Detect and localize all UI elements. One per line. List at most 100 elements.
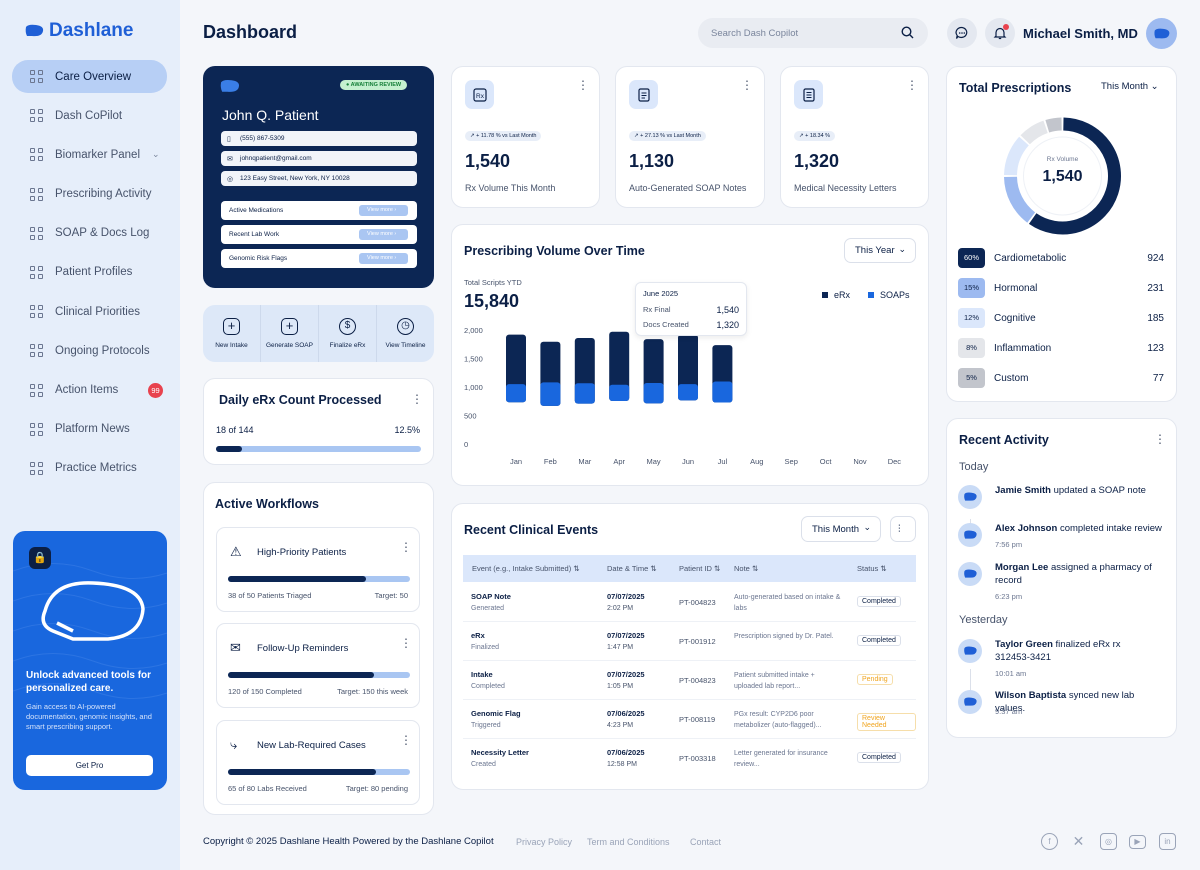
- more-icon[interactable]: ⋮: [906, 78, 918, 92]
- linkedin-icon[interactable]: in: [1159, 833, 1176, 850]
- page-title: Dashboard: [203, 22, 298, 42]
- search-icon[interactable]: [901, 26, 914, 39]
- search-input[interactable]: Search Dash Copilot: [698, 18, 928, 48]
- donut-slice[interactable]: [1004, 136, 1029, 176]
- workflow-count: 38 of 50: [228, 591, 256, 600]
- col-note[interactable]: Note ⇅: [734, 564, 758, 573]
- nav-item-dash-copilot[interactable]: Dash CoPilot: [12, 99, 167, 132]
- finalize-erx-button[interactable]: $ Finalize eRx: [319, 305, 377, 362]
- event-note: Patient submitted intake + uploaded lab …: [734, 672, 815, 690]
- range-label: This Month: [1101, 81, 1148, 92]
- bar-erx[interactable]: [609, 331, 630, 402]
- bar-soaps[interactable]: [506, 384, 526, 403]
- nav-item-prescribing-activity[interactable]: Prescribing Activity: [12, 178, 167, 211]
- messages-button[interactable]: [947, 18, 977, 48]
- contact-link[interactable]: Contact: [690, 837, 722, 847]
- card-title: Prescribing Volume Over Time: [464, 244, 645, 258]
- donut-slice[interactable]: [1020, 120, 1048, 145]
- filter-button[interactable]: ⫶: [890, 516, 916, 542]
- view-more-button[interactable]: View more ›: [359, 253, 408, 264]
- brand-logo[interactable]: Dashlane: [24, 20, 133, 42]
- view-more-button[interactable]: View more ›: [359, 229, 408, 240]
- donut-slice[interactable]: [1045, 117, 1062, 133]
- legend-row: 15% Hormonal 231: [958, 278, 1164, 302]
- svg-text:Rx: Rx: [476, 93, 485, 100]
- more-icon[interactable]: ⋮: [400, 733, 412, 747]
- bar-soaps[interactable]: [678, 384, 698, 401]
- progress-fill: [216, 446, 242, 452]
- nav-item-patient-profiles[interactable]: Patient Profiles: [12, 256, 167, 289]
- nav-label: Platform News: [55, 423, 130, 436]
- chevron-down-icon[interactable]: ⌄: [152, 149, 160, 160]
- grid-icon: [30, 344, 43, 358]
- legend-value: 123: [1147, 343, 1164, 354]
- bar-soaps[interactable]: [712, 381, 733, 403]
- document-icon: [629, 80, 658, 109]
- table-row[interactable]: Genomic Flag Triggered 07/06/2025 4:23 PM PT…: [463, 700, 916, 739]
- bar-soaps[interactable]: [540, 382, 561, 406]
- bar-soaps[interactable]: [609, 384, 630, 402]
- view-more-button[interactable]: View more ›: [359, 205, 408, 216]
- patient-card: ● AWAITING REVIEW John Q. Patient ▯ (555)…: [203, 66, 434, 288]
- workflow-item[interactable]: ⚠ High-Priority Patients ⋮ 38 of 50 Pati…: [216, 527, 420, 612]
- recent-lab-work-link[interactable]: Recent Lab Work View more ›: [221, 225, 417, 244]
- bar-soaps[interactable]: [643, 382, 664, 404]
- donut-inner-ring: [1023, 136, 1102, 216]
- youtube-icon[interactable]: ▶: [1129, 835, 1146, 849]
- more-icon[interactable]: ⋮: [400, 540, 412, 554]
- nav-item-action-items[interactable]: Action Items 99: [12, 374, 167, 407]
- privacy-policy-link[interactable]: Privacy Policy: [516, 837, 573, 847]
- column-label: Date & Time: [607, 564, 649, 573]
- table-row[interactable]: eRx Finalized 07/07/2025 1:47 PM PT-001912 Pr…: [463, 622, 916, 661]
- col-date[interactable]: Date & Time ⇅: [607, 564, 657, 573]
- instagram-icon[interactable]: ◎: [1100, 833, 1117, 850]
- x-icon[interactable]: ✕: [1072, 833, 1085, 849]
- event-sub: Finalized: [471, 644, 500, 651]
- more-icon[interactable]: ⋮: [411, 392, 423, 406]
- workflow-item[interactable]: ✉ Follow-Up Reminders ⋮ 120 of 150 Compl…: [216, 623, 420, 708]
- nav-item-platform-news[interactable]: Platform News: [12, 413, 167, 446]
- activity-action: completed intake review: [1059, 523, 1162, 534]
- donut-slice[interactable]: [1004, 176, 1036, 223]
- col-status[interactable]: Status ⇅: [857, 564, 887, 573]
- clinical-events-card: Recent Clinical Events This Month ⌄ ⫶: [451, 503, 929, 790]
- phone-field: ▯ (555) 867-5309: [221, 131, 417, 146]
- range-dropdown[interactable]: This Month ⌄: [1101, 81, 1159, 92]
- range-dropdown[interactable]: This Month ⌄: [801, 516, 881, 542]
- nav-item-soap-docs-log[interactable]: SOAP & Docs Log: [12, 217, 167, 250]
- table-row[interactable]: SOAP Note Generated 07/07/2025 2:02 PM PT-00…: [463, 583, 916, 622]
- lock-icon: 🔒: [29, 547, 51, 569]
- facebook-icon[interactable]: f: [1041, 833, 1058, 850]
- table-row[interactable]: Necessity Letter Created 07/06/2025 12:58 P…: [463, 739, 916, 778]
- more-icon[interactable]: ⋮: [1154, 432, 1166, 446]
- more-icon[interactable]: ⋮: [577, 78, 589, 92]
- avatar[interactable]: [1146, 18, 1177, 49]
- genomic-risk-flags-link[interactable]: Genomic Risk Flags View more ›: [221, 249, 417, 268]
- col-event[interactable]: Event (e.g., Intake Submitted) ⇅: [472, 564, 580, 573]
- bar-soaps[interactable]: [574, 383, 595, 404]
- user-name[interactable]: Michael Smith, MD: [1023, 26, 1138, 41]
- nav-item-biomarker-panel[interactable]: Biomarker Panel ⌄: [12, 138, 167, 171]
- nav-item-ongoing-protocols[interactable]: Ongoing Protocols: [12, 334, 167, 367]
- new-intake-button[interactable]: + New Intake: [203, 305, 261, 362]
- view-timeline-button[interactable]: ◷ View Timeline: [377, 305, 434, 362]
- terms-link[interactable]: Term and Conditions: [587, 837, 670, 847]
- notifications-button[interactable]: [985, 18, 1015, 48]
- more-icon[interactable]: ⋮: [741, 78, 753, 92]
- workflow-item[interactable]: ⤷ New Lab-Required Cases ⋮ 65 of 80 Labs…: [216, 720, 420, 805]
- table-row[interactable]: Intake Completed 07/07/2025 1:05 PM PT-00482…: [463, 661, 916, 700]
- nav-item-clinical-priorities[interactable]: Clinical Priorities: [12, 295, 167, 328]
- more-icon[interactable]: ⋮: [400, 636, 412, 650]
- col-patient-id[interactable]: Patient ID ⇅: [679, 564, 720, 573]
- active-medications-link[interactable]: Active Medications View more ›: [221, 201, 417, 220]
- donut-slice[interactable]: [1028, 117, 1121, 235]
- chat-icon: [955, 26, 968, 39]
- range-dropdown[interactable]: This Year ⌄: [844, 238, 916, 263]
- logo-icon: [1153, 28, 1169, 38]
- get-pro-button[interactable]: Get Pro: [26, 755, 153, 776]
- nav-item-care-overview[interactable]: Care Overview: [12, 60, 167, 93]
- patient-name: John Q. Patient: [222, 107, 319, 123]
- nav-item-practice-metrics[interactable]: Practice Metrics: [12, 452, 167, 485]
- generate-soap-button[interactable]: + Generate SOAP: [261, 305, 319, 362]
- bar-erx[interactable]: [678, 334, 698, 401]
